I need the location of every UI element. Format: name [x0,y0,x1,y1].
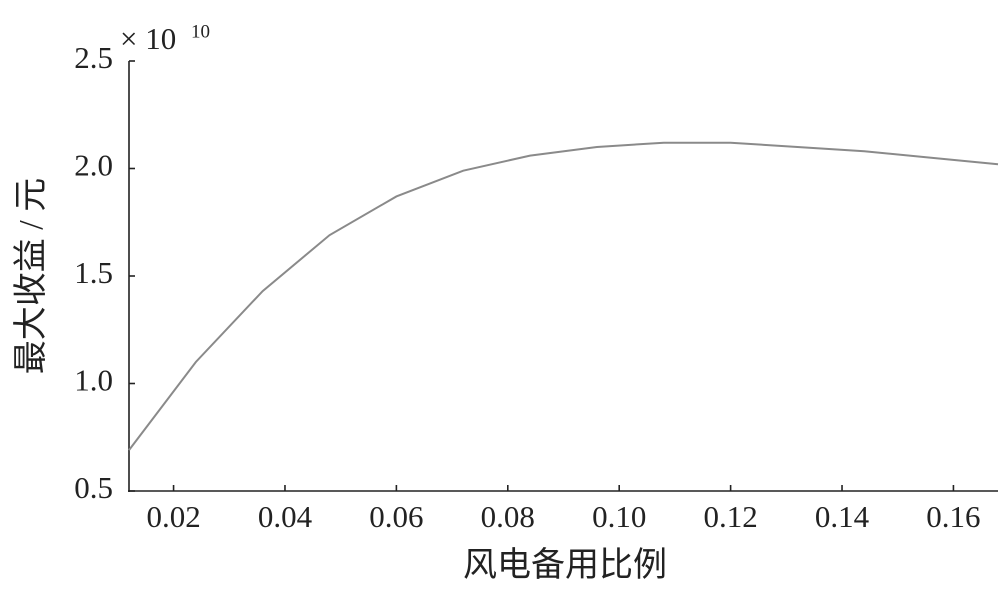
x-axis-label: 风电备用比例 [463,546,667,584]
y-axis-label: 最大收益 / 元 [12,178,50,374]
x-tick-label: 0.14 [815,499,870,534]
y-tick-label: 1.0 [74,363,113,398]
line-series [128,141,999,451]
x-tick-label: 0.10 [592,499,646,534]
y-tick-label: 2.0 [74,148,113,183]
x-tick-label: 0.02 [146,499,200,534]
y-tick-label: 1.5 [74,255,113,290]
axis-multiplier: × 10 [120,21,176,56]
x-tick-label: 0.08 [481,499,535,534]
y-tick-label: 2.5 [74,40,113,75]
axis-multiplier-exponent: 10 [191,21,210,42]
x-tick-label: 0.04 [258,499,313,534]
x-tick-label: 0.06 [369,499,423,534]
x-tick-label: 0.12 [703,499,757,534]
y-tick-label: 0.5 [74,470,113,505]
x-tick-label: 0.16 [926,499,980,534]
